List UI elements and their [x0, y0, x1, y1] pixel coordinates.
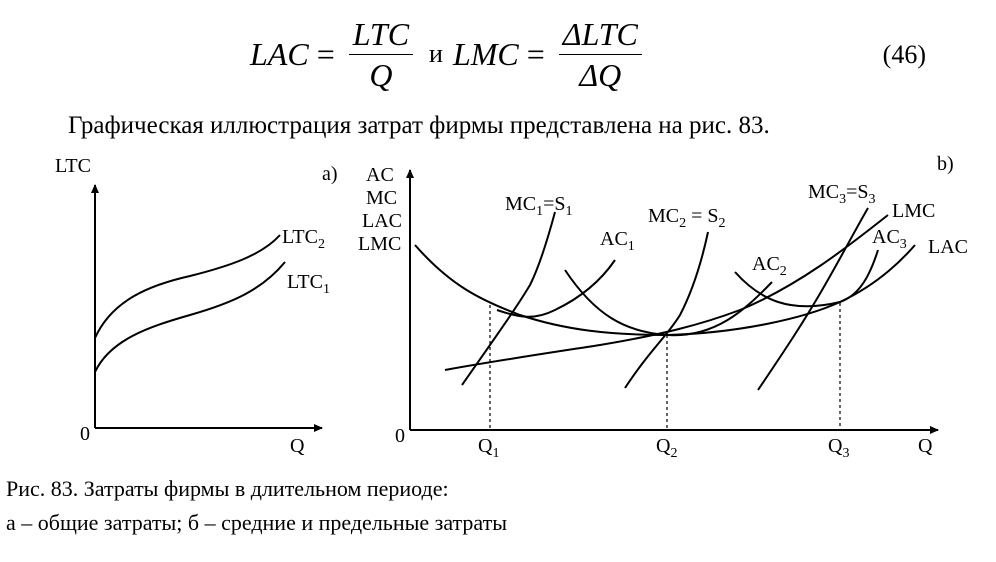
mc2-curve	[624, 231, 709, 389]
panel-a-origin: 0	[80, 423, 90, 445]
equals-sign: =	[316, 35, 335, 72]
panel-a-chart	[91, 184, 323, 432]
figure-caption: Рис. 83. Затраты фирмы в длительном пери…	[6, 472, 507, 540]
ltc1-label: LTC1	[287, 271, 330, 297]
lmc-symbol: LMC	[452, 35, 519, 72]
intro-paragraph: Графическая иллюстрация затрат фирмы пре…	[68, 112, 770, 139]
panel-b-chart	[406, 169, 939, 434]
mc1-curve	[461, 211, 556, 386]
lac-label: LAC	[928, 236, 968, 258]
panel-b-y-label-ac: AC	[366, 164, 394, 186]
lmc-fraction: ΔLTC ΔQ	[558, 18, 642, 93]
mc1-label: MC1=S1	[505, 193, 573, 219]
lmc-numerator: ΔLTC	[558, 18, 642, 55]
mc3-curve	[757, 207, 869, 391]
lmc-label: LMC	[892, 200, 935, 222]
tick-q2: Q2	[656, 435, 677, 461]
lac-symbol: LAC	[250, 35, 309, 72]
panel-a-x-label: Q	[290, 435, 305, 457]
lac-denominator: Q	[369, 56, 393, 93]
panel-b-origin: 0	[395, 425, 405, 447]
equation-number: (46)	[882, 40, 926, 69]
mc3-label: MC3=S3	[808, 181, 876, 207]
lac-numerator: LTC	[348, 18, 414, 55]
tick-q1: Q1	[478, 435, 499, 461]
formula: LAC = LTC Q и LMC = ΔLTC ΔQ	[250, 14, 648, 94]
equals-sign: =	[526, 35, 545, 72]
panel-a-label: a)	[322, 163, 338, 185]
caption-line-2: а – общие затраты; б – средние и предель…	[6, 510, 508, 535]
panel-b-y-label-mc: MC	[366, 187, 397, 209]
tick-q3: Q3	[828, 435, 849, 461]
ltc2-label: LTC2	[282, 226, 325, 252]
lmc-curve	[444, 214, 889, 371]
ac3-label: AC3	[872, 226, 907, 252]
panel-b-x-label: Q	[918, 435, 933, 457]
panel-a-y-label: LTC	[55, 155, 91, 177]
lac-fraction: LTC Q	[348, 18, 414, 93]
lmc-denominator: ΔQ	[579, 56, 622, 93]
ac2-label: AC2	[752, 253, 787, 279]
mc2-label: MC2 = S2	[648, 205, 726, 231]
panel-b-y-label-lmc: LMC	[358, 233, 401, 255]
ac1-label: AC1	[600, 228, 635, 254]
caption-line-1: Рис. 83. Затраты фирмы в длительном пери…	[6, 476, 449, 501]
ac3-curve	[734, 249, 879, 308]
ltc2-curve	[94, 234, 281, 339]
ac1-curve	[496, 259, 616, 318]
conjunction: и	[429, 39, 443, 68]
panel-b-label: b)	[937, 153, 954, 175]
ltc1-curve	[94, 261, 286, 373]
panel-b-y-label-lac: LAC	[362, 210, 402, 232]
ac2-curve	[564, 269, 773, 337]
